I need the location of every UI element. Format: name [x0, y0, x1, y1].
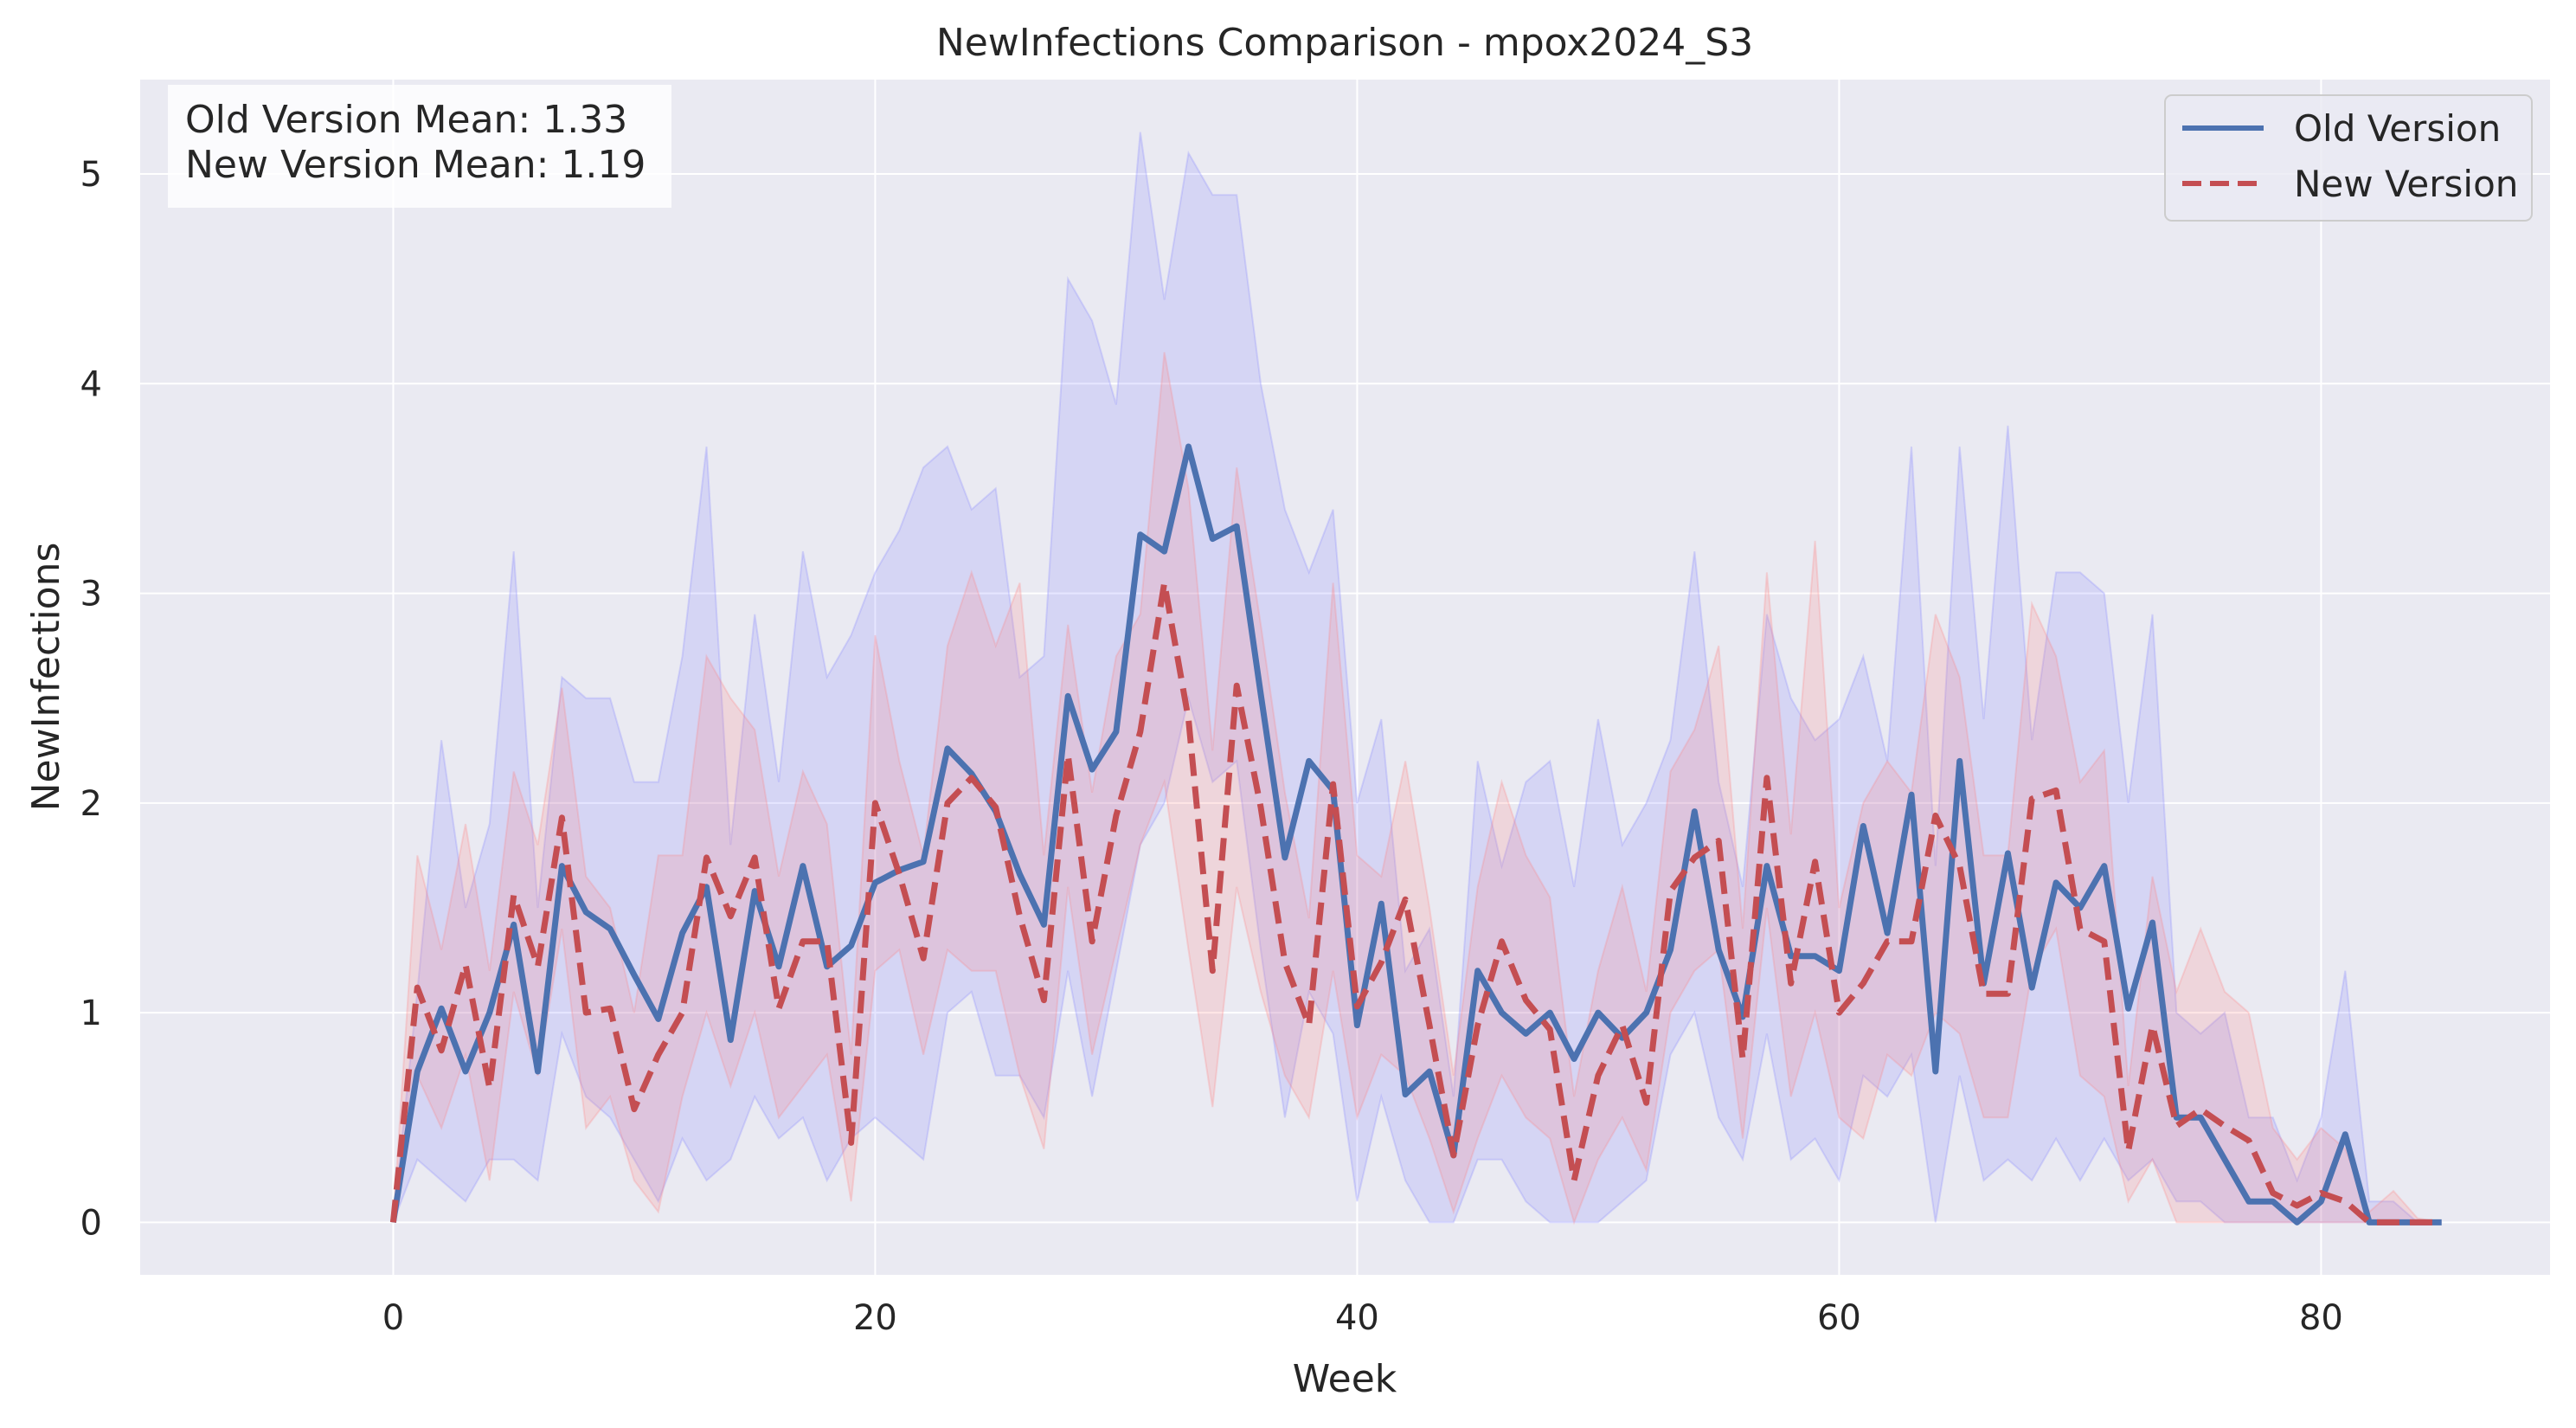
y-tick-label: 2	[80, 784, 102, 824]
grid	[140, 80, 2550, 1275]
x-tick-label: 80	[2299, 1298, 2343, 1338]
x-tick-label: 40	[1335, 1298, 1379, 1338]
series-lines	[389, 443, 2442, 1225]
x-ticks: 0 20 40 60 80	[382, 1298, 2343, 1338]
x-tick-label: 60	[1817, 1298, 1861, 1338]
plot-background	[140, 80, 2550, 1275]
stats-old-mean: Old Version Mean: 1.33	[185, 98, 627, 142]
x-tick-label: 20	[853, 1298, 897, 1338]
stats-new-mean: New Version Mean: 1.19	[185, 143, 646, 187]
chart-title: NewInfections Comparison - mpox2024_S3	[936, 21, 1753, 65]
y-tick-label: 0	[80, 1203, 102, 1243]
y-tick-label: 1	[80, 994, 102, 1033]
stats-box-background	[168, 85, 671, 208]
x-tick-label: 0	[382, 1298, 404, 1338]
old-version-confidence-band	[392, 132, 2442, 1224]
x-axis-label: Week	[1293, 1357, 1397, 1401]
new-version-line	[389, 580, 2442, 1225]
y-axis-label: NewInfections	[24, 543, 68, 812]
legend: Old Version New Version	[2164, 94, 2533, 222]
legend-old-label: Old Version	[2294, 107, 2501, 150]
y-ticks: 0 1 2 3 4 5	[80, 155, 102, 1243]
stats-box: Old Version Mean: 1.33 New Version Mean:…	[168, 85, 671, 208]
y-tick-label: 3	[80, 575, 102, 614]
legend-new-label: New Version	[2294, 163, 2518, 205]
old-version-line	[389, 443, 2442, 1225]
y-tick-label: 5	[80, 155, 102, 195]
y-tick-label: 4	[80, 364, 102, 404]
